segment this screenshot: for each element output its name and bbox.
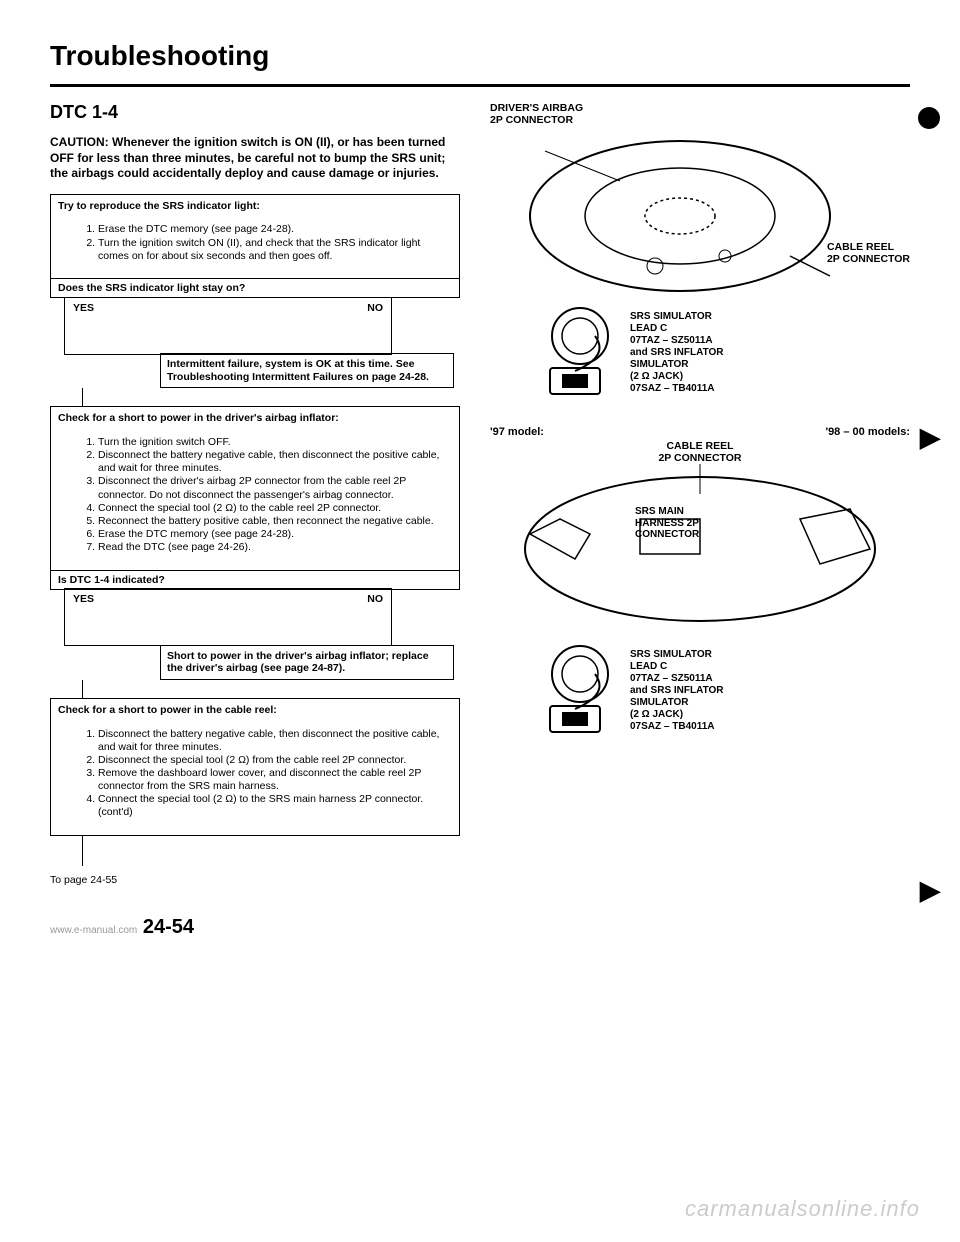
step-box-1-list: Erase the DTC memory (see page 24-28). T… (58, 223, 452, 262)
list-item: Disconnect the battery negative cable, t… (98, 728, 452, 754)
question-2: Is DTC 1-4 indicated? (50, 571, 460, 590)
caution-text: CAUTION: Whenever the ignition switch is… (50, 135, 460, 182)
title-rule (50, 84, 910, 87)
result-box-1: Intermittent failure, system is OK at th… (160, 353, 454, 388)
step-box-2-list: Turn the ignition switch OFF. Disconnect… (58, 436, 452, 554)
simulator-label-2: SRS SIMULATOR LEAD C 07TAZ – SZ5011A and… (630, 649, 724, 733)
srs-main-harness-label: SRS MAIN HARNESS 2P CONNECTOR (635, 506, 699, 541)
step-box-2-head: Check for a short to power in the driver… (58, 412, 339, 424)
no-label: NO (367, 593, 383, 605)
step-box-2: Check for a short to power in the driver… (50, 406, 460, 570)
flow-connector (82, 836, 460, 866)
simulator-label-1: SRS SIMULATOR LEAD C 07TAZ – SZ5011A and… (630, 311, 724, 395)
list-item: Turn the ignition switch OFF. (98, 436, 452, 449)
binder-dot-icon (918, 107, 940, 129)
list-item: Read the DTC (see page 24-26). (98, 541, 452, 554)
step-box-3: Check for a short to power in the cable … (50, 698, 460, 836)
left-column: DTC 1-4 CAUTION: Whenever the ignition s… (50, 102, 460, 886)
side-arrow-icon: ▶ (920, 422, 940, 453)
list-item: Disconnect the battery negative cable, t… (98, 449, 452, 475)
list-item: Erase the DTC memory (see page 24-28). (98, 528, 452, 541)
watermark-left: www.e-manual.com (50, 925, 137, 936)
result-box-2: Short to power in the driver's airbag in… (160, 645, 454, 680)
yes-no-row-2: YES NO (64, 588, 392, 646)
flow-connector (82, 680, 460, 698)
dtc-heading: DTC 1-4 (50, 102, 460, 123)
list-item: Connect the special tool (2 Ω) to the SR… (98, 793, 452, 819)
diagram-2-cable-reel: CABLE REEL 2P CONNECTOR (490, 440, 910, 464)
step-box-3-list: Disconnect the battery negative cable, t… (58, 728, 452, 820)
yes-label: YES (73, 302, 94, 314)
list-item: Disconnect the special tool (2 Ω) from t… (98, 754, 452, 767)
two-column-layout: DTC 1-4 CAUTION: Whenever the ignition s… (50, 102, 910, 886)
question-1: Does the SRS indicator light stay on? (50, 279, 460, 298)
model-98-00-label: '98 – 00 models: (825, 426, 910, 438)
page-number: www.e-manual.com 24-54 (50, 916, 910, 939)
page-title: Troubleshooting (50, 40, 910, 72)
page-number-value: 24-54 (143, 916, 194, 938)
watermark-right: carmanualsonline.info (685, 1196, 920, 1222)
no-label: NO (367, 302, 383, 314)
list-item: Remove the dashboard lower cover, and di… (98, 767, 452, 793)
diagram-1-title: DRIVER'S AIRBAG 2P CONNECTOR (490, 102, 910, 126)
step-box-1: Try to reproduce the SRS indicator light… (50, 194, 460, 280)
yes-no-row-1: YES NO (64, 297, 392, 355)
cable-reel-label: CABLE REEL 2P CONNECTOR (827, 241, 910, 265)
list-item: Erase the DTC memory (see page 24-28). (98, 223, 452, 236)
side-arrow-icon: ▶ (920, 875, 940, 906)
list-item: Disconnect the driver's airbag 2P connec… (98, 475, 452, 501)
list-item: Reconnect the battery positive cable, th… (98, 515, 452, 528)
step-box-3-head: Check for a short to power in the cable … (58, 704, 277, 716)
diagram-2: SRS MAIN HARNESS 2P CONNECTOR SRS SIMULA… (490, 464, 910, 744)
diagram-1: CABLE REEL 2P CONNECTOR SRS SIMULATOR LE… (490, 126, 910, 396)
list-item: Connect the special tool (2 Ω) to the ca… (98, 502, 452, 515)
model-97-label: '97 model: (490, 426, 544, 438)
model-year-row: '97 model: '98 – 00 models: (490, 426, 910, 438)
step-box-1-head: Try to reproduce the SRS indicator light… (58, 200, 260, 212)
list-item: Turn the ignition switch ON (II), and ch… (98, 237, 452, 263)
yes-label: YES (73, 593, 94, 605)
right-column: DRIVER'S AIRBAG 2P CONNECTOR CABLE REEL … (490, 102, 910, 886)
flow-connector (82, 388, 460, 406)
to-page-note: To page 24-55 (50, 874, 460, 886)
